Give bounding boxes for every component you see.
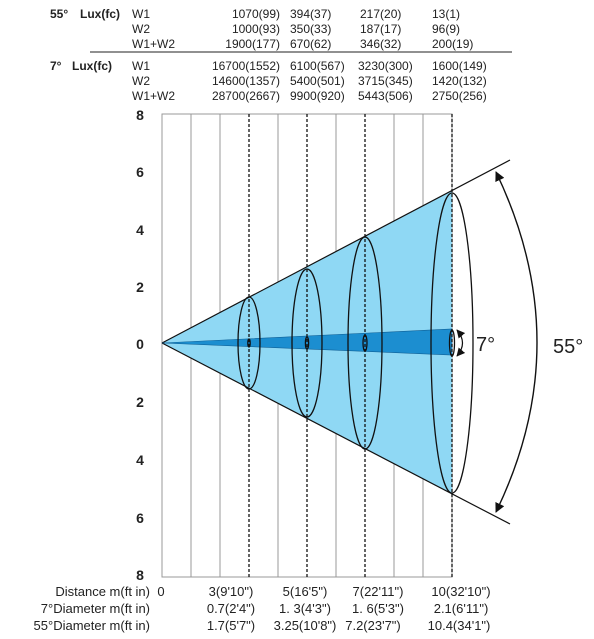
- lux-table-7-value: 6100(567): [290, 59, 345, 73]
- lux-table-55-value: 1900(177): [225, 37, 280, 51]
- y-axis: 8 6 4 2 0 2 4 6 8: [136, 107, 144, 583]
- lux-table-55-value: 13(1): [432, 7, 460, 21]
- y-tick-label: 0: [136, 336, 144, 352]
- lux-table-7-value: 16700(1552): [212, 59, 280, 73]
- y-tick-label: 4: [136, 222, 144, 238]
- lux-table-7-row-name: W1+W2: [132, 89, 175, 103]
- distance-value: 5(16'5"): [283, 584, 328, 599]
- narrow-angle-label: 7°: [476, 334, 495, 356]
- lux-table-7-unit: Lux(fc): [72, 59, 112, 73]
- lux-table-7-value: 3230(300): [358, 59, 413, 73]
- distance-value: 10(32'10"): [431, 584, 490, 599]
- lux-table-55-row-name: W1+W2: [132, 37, 175, 51]
- lux-table-55-value: 350(33): [290, 22, 331, 36]
- lux-table-55-row-name: W2: [132, 22, 150, 36]
- beam-sections: [237, 192, 474, 494]
- lux-table-55-value: 1070(99): [232, 7, 280, 21]
- y-tick-label: 6: [136, 510, 144, 526]
- narrow-section-7m: [362, 334, 368, 352]
- lux-table-7-value: 1600(149): [432, 59, 487, 73]
- narrow-section-5m: [304, 336, 310, 350]
- narrow-diameter-value: 0.7(2'4"): [207, 601, 255, 616]
- lux-table-55-angle: 55°: [50, 7, 68, 21]
- bottom-row-label: Distance m(ft in): [55, 584, 150, 599]
- narrow-diameter-value: 2.1(6'11"): [434, 601, 489, 616]
- lux-table-55-value: 1000(93): [232, 22, 280, 36]
- lux-table-55-value: 346(32): [360, 37, 401, 51]
- wide-section-7m: [347, 236, 383, 450]
- narrow-angle-arc: [456, 329, 466, 357]
- narrow-diameter-value: 1. 3(4'3"): [279, 601, 331, 616]
- lux-table-7-value: 5443(506): [358, 89, 413, 103]
- lux-table-55-value: 96(9): [432, 22, 460, 36]
- wide-section-10m: [430, 192, 474, 494]
- narrow-section-10m: [448, 329, 456, 357]
- lux-table-55-value: 394(37): [290, 7, 331, 21]
- y-tick-label: 2: [136, 279, 144, 295]
- lux-table-7-value: 3715(345): [358, 74, 413, 88]
- y-tick-label: 4: [136, 452, 144, 468]
- wide-angle-label: 55°: [553, 336, 583, 358]
- wide-diameter-value: 3.25(10'8"): [274, 618, 337, 633]
- lux-table-7-value: 9900(920): [290, 89, 345, 103]
- distance-value: 3(9'10"): [209, 584, 254, 599]
- lux-table-7-angle: 7°: [50, 59, 62, 73]
- narrow-section-3m: [247, 338, 251, 348]
- lux-table-55-value: 670(62): [290, 37, 331, 51]
- bottom-row-label: 55°Diameter m(ft in): [34, 618, 150, 633]
- lux-table-55-value: 200(19): [432, 37, 473, 51]
- y-tick-label: 6: [136, 164, 144, 180]
- lux-table-7-value: 2750(256): [432, 89, 487, 103]
- bottom-row-label: 7°Diameter m(ft in): [41, 601, 150, 616]
- lux-table-7-row-name: W1: [132, 59, 150, 73]
- lux-table-55-value: 187(17): [360, 22, 401, 36]
- lux-table-7-value: 1420(132): [432, 74, 487, 88]
- lux-table-7-value: 14600(1357): [212, 74, 280, 88]
- lux-table-55-row-name: W1: [132, 7, 150, 21]
- y-tick-label: 8: [136, 107, 144, 123]
- wide-diameter-value: 7.2(23'7"): [345, 618, 401, 633]
- wide-beam-lower-edge: [161, 342, 511, 525]
- lux-table-55: 55° Lux(fc) W1 1070(99) 394(37) 217(20) …: [50, 7, 473, 51]
- lux-table-7: 7° Lux(fc) W1 16700(1552) 6100(567) 3230…: [50, 59, 487, 103]
- wide-diameter-value: 10.4(34'1"): [428, 618, 491, 633]
- y-tick-label: 2: [136, 394, 144, 410]
- wide-diameter-value: 1.7(5'7"): [207, 618, 255, 633]
- lux-table-55-unit: Lux(fc): [80, 7, 120, 21]
- y-tick-label: 8: [136, 567, 144, 583]
- lux-table-7-value: 5400(501): [290, 74, 345, 88]
- distance-markers: [248, 114, 453, 577]
- wide-angle-arc: [495, 171, 538, 513]
- wide-section-5m: [291, 268, 323, 418]
- lux-table-7-row-name: W2: [132, 74, 150, 88]
- wide-section-3m: [237, 296, 261, 390]
- distance-value: 7(22'11"): [353, 584, 404, 599]
- lux-table-55-value: 217(20): [360, 7, 401, 21]
- bottom-table: Distance m(ft in) 0 3(9'10") 5(16'5") 7(…: [34, 584, 491, 633]
- narrow-diameter-value: 1. 6(5'3"): [352, 601, 404, 616]
- lux-table-7-value: 28700(2667): [212, 89, 280, 103]
- distance-value: 0: [157, 584, 164, 599]
